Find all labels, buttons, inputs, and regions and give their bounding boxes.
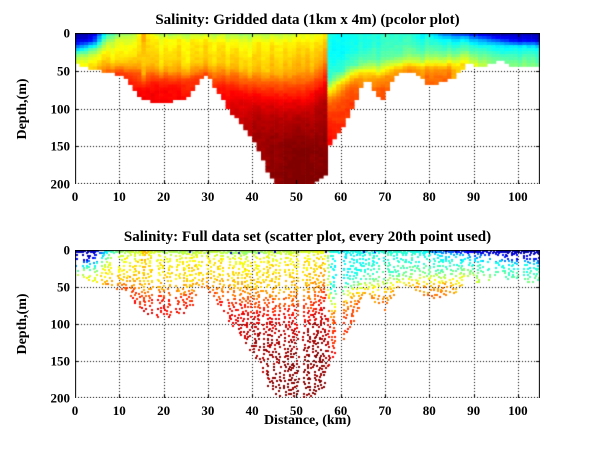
x-tick-label: 80 [422,189,436,204]
y-tick-label: 200 [50,176,71,192]
x-tick-label: 60 [334,189,348,204]
scatter-subplot: Salinity: Full data set (scatter plot, e… [15,229,540,428]
y-tick-label: 100 [50,316,71,332]
x-tick-label: 20 [157,189,171,204]
y-tick-label: 150 [50,138,71,154]
x-tick-label: 70 [378,403,392,418]
y-tick-label: 100 [50,101,71,116]
x-tick-label: 100 [508,189,528,204]
x-tick-label: 70 [378,189,392,204]
y-tick-label: 50 [57,63,70,79]
x-tick-label: 0 [71,189,79,204]
x-tick-label: 20 [157,403,171,418]
pcolor-y-axis-label: Depth,(m) [15,77,30,140]
scatter-plot-canvas [75,250,540,398]
scatter-y-axis-label: Depth,(m) [15,293,30,355]
y-tick-label: 50 [57,279,70,295]
y-tick-label: 200 [50,390,71,406]
x-tick-label: 100 [508,403,528,418]
x-tick-label: 40 [245,189,259,204]
x-tick-label: 90 [467,189,481,204]
x-tick-label: 0 [71,403,79,418]
x-tick-label: 40 [245,403,259,418]
x-tick-label: 30 [201,189,215,204]
pcolor-title: Salinity: Gridded data (1km x 4m) (pcolo… [155,12,460,28]
pcolor-subplot: Salinity: Gridded data (1km x 4m) (pcolo… [15,12,540,203]
x-tick-label: 30 [201,403,215,418]
pcolor-plot-canvas [75,33,540,184]
x-tick-label: 10 [112,189,126,204]
x-tick-label: 60 [334,403,348,418]
x-tick-label: 50 [289,403,303,418]
y-tick-label: 0 [63,25,71,41]
x-tick-label: 90 [467,403,481,418]
x-tick-label: 80 [422,403,436,418]
y-tick-label: 0 [63,242,71,258]
x-tick-label: 50 [289,189,303,204]
x-axis-label: Distance, (km) [263,413,352,428]
x-tick-label: 10 [112,403,126,418]
y-tick-label: 150 [50,353,71,369]
scatter-title: Salinity: Full data set (scatter plot, e… [123,229,492,245]
